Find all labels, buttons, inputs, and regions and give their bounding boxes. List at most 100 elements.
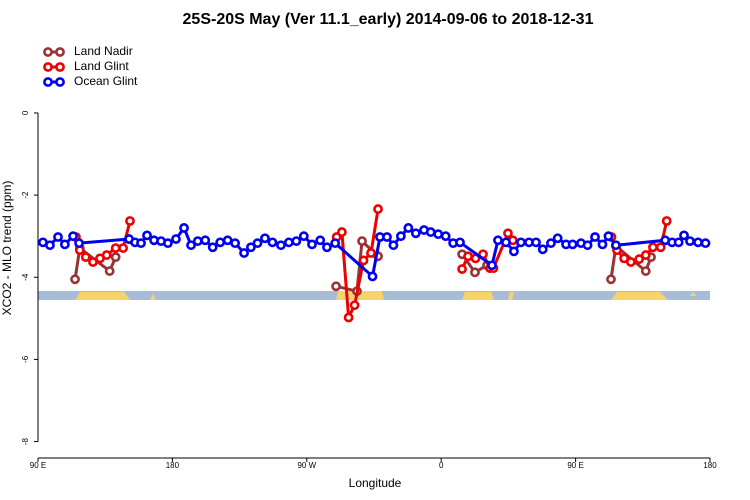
y-tick-label: -8 [21, 437, 30, 445]
data-point [655, 242, 666, 253]
data-point [110, 243, 121, 253]
legend-marker [43, 77, 53, 87]
legend-marker [43, 47, 53, 57]
legend-marker [43, 62, 53, 72]
data-point [501, 237, 511, 248]
data-point [110, 252, 121, 263]
data-point [179, 223, 189, 233]
y-tick-label: 0 [21, 110, 30, 115]
data-point [207, 242, 218, 253]
x-axis-label: Longitude [349, 476, 402, 490]
data-point [358, 255, 369, 266]
data-point [509, 246, 519, 257]
data-point [291, 236, 302, 247]
data-point [606, 274, 616, 285]
data-point [200, 235, 211, 246]
data-point [246, 242, 256, 253]
y-tick-label: -6 [21, 355, 30, 363]
data-point [552, 233, 563, 244]
data-point [625, 257, 636, 267]
data-point [68, 231, 78, 242]
data-point [470, 267, 480, 278]
data-point [343, 312, 354, 323]
data-point [366, 248, 376, 258]
data-point [679, 230, 689, 241]
series-line [74, 208, 669, 320]
data-point [634, 254, 645, 265]
data-point [388, 240, 399, 251]
data-point [661, 216, 672, 226]
data-point [125, 216, 135, 226]
data-point [700, 238, 711, 249]
data-point [693, 237, 703, 248]
data-point [373, 204, 383, 214]
data-point [597, 239, 608, 250]
data-point [336, 227, 347, 237]
data-point [537, 244, 548, 255]
data-point [640, 266, 651, 276]
data-point [53, 232, 63, 242]
legend-label: Land Nadir [74, 44, 133, 58]
legend-marker [55, 47, 65, 57]
data-point [80, 252, 91, 263]
data-point [367, 271, 378, 282]
data-point [440, 231, 451, 242]
data-point [171, 234, 181, 244]
x-tick-label: 180 [703, 461, 717, 470]
data-point [611, 240, 621, 251]
data-point [330, 238, 341, 249]
data-point [101, 250, 112, 260]
data-point [673, 237, 684, 248]
data-point [192, 236, 203, 247]
y-tick-label: -4 [21, 273, 30, 281]
data-point [322, 242, 332, 253]
data-point [163, 238, 173, 249]
x-tick-label: 180 [166, 461, 180, 470]
data-point [74, 238, 84, 249]
y-tick-label: -2 [21, 191, 30, 199]
data-point [215, 237, 226, 248]
data-point [230, 238, 241, 249]
data-point [516, 237, 526, 248]
data-point [357, 236, 367, 247]
data-point [648, 242, 658, 253]
data-point [640, 250, 651, 260]
data-point [433, 229, 444, 240]
data-point [239, 248, 249, 258]
data-point [276, 240, 286, 251]
data-point [425, 227, 436, 237]
data-point [503, 228, 513, 239]
data-point [118, 243, 129, 253]
data-point [260, 233, 270, 244]
data-point [463, 251, 473, 262]
data-point [70, 274, 80, 285]
data-point [685, 236, 695, 247]
x-tick-label: 90 W [297, 461, 316, 470]
data-point [546, 238, 556, 249]
data-point [403, 223, 414, 233]
data-point [457, 264, 468, 274]
legend-label: Ocean Glint [74, 74, 138, 88]
data-point [590, 232, 600, 242]
data-point [455, 237, 465, 248]
data-point [142, 230, 152, 241]
x-tick-label: 90 E [30, 461, 46, 470]
data-point [603, 231, 614, 242]
data-point [298, 231, 309, 242]
x-tick-label: 90 E [567, 461, 583, 470]
data-point [531, 237, 541, 248]
data-point [487, 260, 497, 271]
data-point [267, 237, 278, 248]
x-tick-label: 0 [439, 461, 444, 470]
data-point [315, 235, 326, 246]
chart-title: 25S-20S May (Ver 11.1_early) 2014-09-06 … [183, 11, 594, 28]
data-point [382, 232, 392, 242]
data-point [567, 239, 578, 250]
data-point [307, 239, 317, 250]
data-point [88, 257, 98, 267]
data-point [136, 238, 146, 249]
map-strip [38, 291, 710, 300]
data-point [582, 240, 593, 251]
data-point [252, 238, 263, 249]
